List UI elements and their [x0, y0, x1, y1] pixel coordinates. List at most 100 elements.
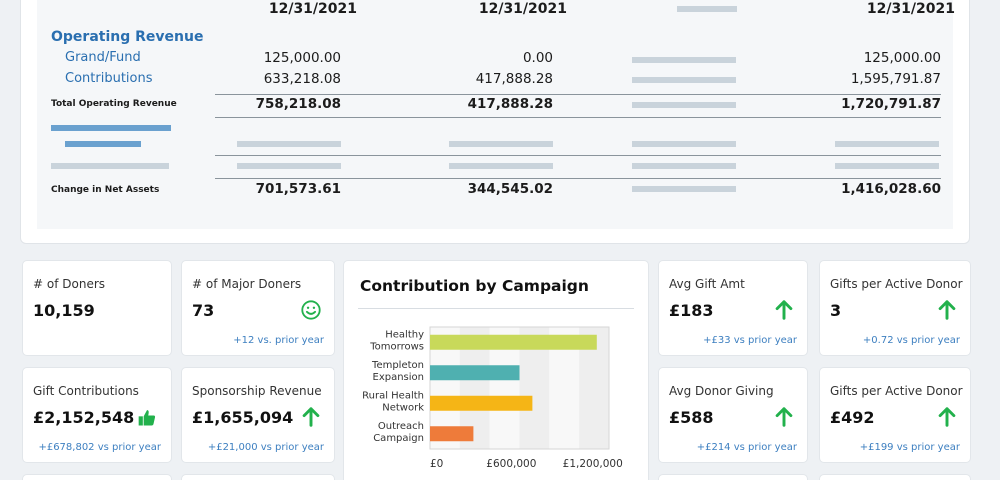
divider: [215, 178, 941, 179]
table-cell: 0.00: [522, 50, 553, 66]
kpi-value: 10,159: [33, 301, 95, 320]
redacted-placeholder: [237, 141, 341, 147]
category-label: Campaign: [373, 433, 424, 444]
redacted-placeholder: [449, 141, 553, 147]
redacted-placeholder: [237, 163, 341, 169]
row-label-total-operating-revenue: Total Operating Revenue: [51, 99, 177, 109]
table-cell-total: 758,218.08: [255, 96, 341, 112]
redacted-placeholder: [632, 186, 736, 192]
arrow-up-icon: [938, 300, 956, 320]
redacted-placeholder: [51, 163, 169, 169]
kpi-delta: +£33 vs prior year: [703, 335, 797, 346]
row-label-change-in-net-assets: Change in Net Assets: [51, 185, 160, 195]
column-header-date: 12/31/2021: [866, 1, 955, 17]
kpi-delta: +£199 vs prior year: [859, 442, 960, 453]
x-tick-label: £600,000: [486, 458, 536, 470]
table-cell: 417,888.28: [475, 71, 553, 87]
kpi-value: 73: [192, 301, 215, 320]
table-cell-net: 344,545.02: [467, 181, 553, 197]
column-header-date: 12/31/2021: [268, 1, 357, 17]
financial-table: 12/31/2021 12/31/2021 12/31/2021 Operati…: [37, 0, 955, 229]
section-title-operating-revenue[interactable]: Operating Revenue: [51, 29, 204, 45]
kpi-card-major-donors[interactable]: # of Major Doners 73 +12 vs. prior year: [181, 260, 335, 356]
kpi-delta: +12 vs. prior year: [233, 335, 324, 346]
kpi-card-gifts-per-active-donor-2[interactable]: Gifts per Active Donor £492 +£199 vs pri…: [819, 367, 971, 463]
smiley-icon: [301, 300, 321, 320]
kpi-delta: +£678,802 vs prior year: [38, 442, 161, 453]
redacted-placeholder: [632, 163, 736, 169]
redacted-placeholder: [632, 57, 736, 63]
kpi-card-avg-donor-giving[interactable]: Avg Donor Giving £588 +£214 vs prior yea…: [658, 367, 808, 463]
arrow-up-icon: [775, 300, 793, 320]
bar-outreach-campaign: [430, 426, 474, 442]
kpi-value: £492: [830, 408, 875, 427]
kpi-card-gift-contributions[interactable]: Gift Contributions £2,152,548 +£678,802 …: [22, 367, 172, 463]
table-cell: 633,218.08: [263, 71, 341, 87]
table-cell-net: 701,573.61: [255, 181, 341, 197]
bar-rural-health-network: [430, 395, 533, 411]
redacted-placeholder: [632, 77, 736, 83]
redacted-placeholder: [449, 163, 553, 169]
category-label: Healthy: [385, 329, 424, 340]
redacted-placeholder: [677, 6, 737, 12]
kpi-title: Gift Contributions: [33, 384, 139, 398]
kpi-delta: +£21,000 vs prior year: [207, 442, 324, 453]
bar-templeton-expansion: [430, 365, 520, 381]
kpi-title: Gifts per Active Donor: [830, 277, 963, 291]
kpi-card-partial[interactable]: [819, 474, 971, 480]
category-label: Expansion: [373, 372, 425, 383]
chart-title: Contribution by Campaign: [360, 277, 589, 295]
kpi-card-partial[interactable]: [658, 474, 808, 480]
table-cell: 125,000.00: [863, 50, 941, 66]
kpi-card-donors[interactable]: # of Doners 10,159: [22, 260, 172, 356]
table-cell-total: 417,888.28: [467, 96, 553, 112]
bar-healthy-tomorrows: [430, 334, 597, 350]
chart-card-contribution-by-campaign: Contribution by Campaign Healthy Tomorrow…: [343, 260, 649, 480]
kpi-delta: +£214 vs prior year: [696, 442, 797, 453]
kpi-delta: +0.72 vs prior year: [862, 335, 960, 346]
category-label: Templeton: [371, 360, 424, 371]
row-label-contributions[interactable]: Contributions: [65, 71, 153, 86]
redacted-placeholder: [835, 163, 939, 169]
kpi-title: Avg Donor Giving: [669, 384, 774, 398]
kpi-value: 3: [830, 301, 842, 320]
kpi-title: # of Major Doners: [192, 277, 302, 291]
kpi-value: £2,152,548: [33, 408, 135, 427]
financial-summary-panel: 12/31/2021 12/31/2021 12/31/2021 Operati…: [20, 0, 970, 244]
divider: [358, 308, 634, 309]
redacted-placeholder: [835, 141, 939, 147]
plot-frame: [429, 326, 610, 450]
divider: [215, 94, 941, 95]
table-cell: 1,595,791.87: [850, 71, 941, 87]
kpi-card-partial[interactable]: [181, 474, 335, 480]
table-cell-total: 1,720,791.87: [841, 96, 941, 112]
thumbs-up-icon: [138, 410, 156, 426]
category-label: Rural Health: [362, 390, 424, 401]
kpi-card-partial[interactable]: [22, 474, 172, 480]
x-tick-label: £1,200,000: [563, 458, 623, 470]
kpi-title: # of Doners: [33, 277, 106, 291]
table-cell: 125,000.00: [263, 50, 341, 66]
redacted-placeholder: [51, 125, 171, 131]
kpi-value: £1,655,094: [192, 408, 294, 427]
redacted-placeholder: [632, 102, 736, 108]
arrow-up-icon: [302, 407, 320, 427]
column-header-date: 12/31/2021: [478, 1, 567, 17]
redacted-placeholder: [65, 141, 141, 147]
kpi-card-avg-gift[interactable]: Avg Gift Amt £183 +£33 vs prior year: [658, 260, 808, 356]
category-label: Tomorrows: [369, 341, 424, 352]
divider: [215, 117, 941, 118]
category-label: Network: [382, 402, 424, 413]
x-tick-label: £0: [430, 458, 443, 470]
arrow-up-icon: [775, 407, 793, 427]
kpi-card-sponsorship-revenue[interactable]: Sponsorship Revenue £1,655,094 +£21,000 …: [181, 367, 335, 463]
kpi-value: £588: [669, 408, 714, 427]
arrow-up-icon: [938, 407, 956, 427]
table-cell-net: 1,416,028.60: [841, 181, 941, 197]
row-label-grand-fund[interactable]: Grand/Fund: [65, 50, 141, 65]
kpi-card-gifts-per-active-donor[interactable]: Gifts per Active Donor 3 +0.72 vs prior …: [819, 260, 971, 356]
divider: [215, 155, 941, 156]
kpi-title: Gifts per Active Donor: [830, 384, 963, 398]
kpi-title: Sponsorship Revenue: [192, 384, 322, 398]
redacted-placeholder: [632, 141, 736, 147]
